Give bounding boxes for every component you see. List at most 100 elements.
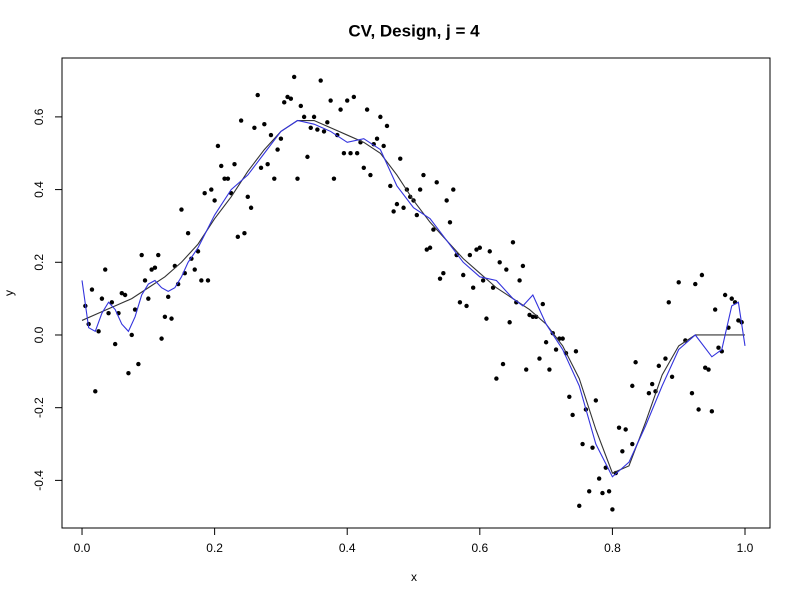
data-point — [500, 361, 506, 367]
y-tick-label: -0.4 — [32, 470, 46, 491]
data-point — [139, 252, 144, 258]
data-point — [490, 285, 496, 290]
data-point — [308, 125, 313, 130]
data-point — [716, 345, 721, 350]
data-point — [487, 249, 492, 254]
chart-title: CV, Design, j = 4 — [348, 21, 480, 40]
data-point — [381, 143, 386, 149]
data-point — [461, 272, 466, 278]
data-point — [587, 489, 592, 494]
data-point — [185, 231, 191, 236]
data-point — [391, 209, 396, 214]
data-point — [222, 176, 227, 181]
data-point — [709, 409, 715, 414]
data-point — [122, 292, 128, 298]
data-point — [288, 96, 294, 101]
data-point — [507, 320, 512, 325]
data-point — [156, 252, 161, 258]
data-point — [520, 263, 526, 269]
data-point — [623, 427, 628, 432]
data-point — [166, 294, 171, 300]
data-point — [371, 141, 376, 147]
data-point — [351, 94, 357, 100]
data-point — [311, 114, 317, 120]
data-point — [282, 100, 287, 105]
data-point — [179, 207, 184, 212]
y-axis-label: y — [2, 290, 16, 296]
data-point — [540, 301, 545, 307]
x-tick-label: 0.8 — [604, 541, 621, 555]
data-point — [398, 156, 403, 161]
x-axis-label: x — [411, 570, 417, 584]
x-tick-label: 0.6 — [471, 541, 488, 555]
data-point — [215, 143, 221, 149]
data-point — [630, 441, 635, 447]
data-point — [109, 300, 115, 305]
y-tick-label: 0.0 — [32, 326, 46, 343]
data-point — [205, 278, 211, 283]
data-point — [497, 260, 502, 265]
data-point — [175, 281, 181, 287]
data-point — [96, 329, 101, 334]
data-point — [577, 503, 582, 509]
data-point — [606, 489, 612, 494]
data-point — [368, 172, 373, 178]
data-point — [693, 281, 698, 287]
data-point — [699, 272, 705, 278]
data-point — [567, 394, 572, 399]
data-point — [633, 360, 638, 365]
y-tick-label: 0.4 — [32, 181, 46, 198]
data-point — [444, 198, 449, 203]
data-point — [510, 240, 516, 245]
data-point — [219, 163, 224, 169]
data-point — [649, 381, 655, 387]
data-point — [610, 507, 615, 512]
data-point — [474, 247, 479, 252]
data-point — [480, 278, 486, 283]
x-tick-label: 0.4 — [339, 541, 356, 555]
data-point — [364, 107, 370, 112]
y-tick-label: -0.2 — [32, 397, 46, 418]
data-point — [136, 361, 141, 367]
data-point — [464, 303, 469, 309]
data-point — [209, 187, 214, 192]
data-point — [301, 114, 307, 120]
data-point — [527, 312, 532, 318]
data-point — [298, 103, 304, 109]
data-point — [388, 183, 393, 189]
data-point — [467, 252, 473, 258]
data-point — [159, 336, 164, 341]
data-point — [421, 172, 426, 178]
data-point — [235, 234, 241, 240]
data-point — [268, 132, 274, 138]
data-point — [238, 118, 244, 123]
data-point — [401, 205, 406, 210]
data-point — [696, 407, 701, 412]
x-tick-label: 0.0 — [74, 541, 91, 555]
data-point — [103, 267, 108, 272]
data-point — [129, 332, 134, 338]
data-point — [361, 165, 366, 170]
data-point — [530, 314, 536, 320]
data-point — [580, 441, 585, 447]
data-point — [384, 123, 390, 129]
data-point — [729, 296, 734, 301]
data-point — [252, 125, 257, 130]
data-point — [199, 278, 204, 283]
data-point — [162, 314, 168, 320]
data-point — [457, 300, 463, 305]
data-point — [258, 165, 264, 170]
data-point — [106, 310, 111, 316]
data-point — [142, 278, 148, 283]
data-point — [537, 356, 542, 361]
data-point — [706, 367, 711, 372]
data-point — [202, 191, 207, 196]
x-tick-label: 1.0 — [737, 541, 754, 555]
x-tick-label: 0.2 — [206, 541, 223, 555]
data-point — [547, 367, 552, 372]
data-point — [616, 425, 622, 430]
data-point — [427, 245, 433, 250]
data-point — [630, 383, 635, 389]
